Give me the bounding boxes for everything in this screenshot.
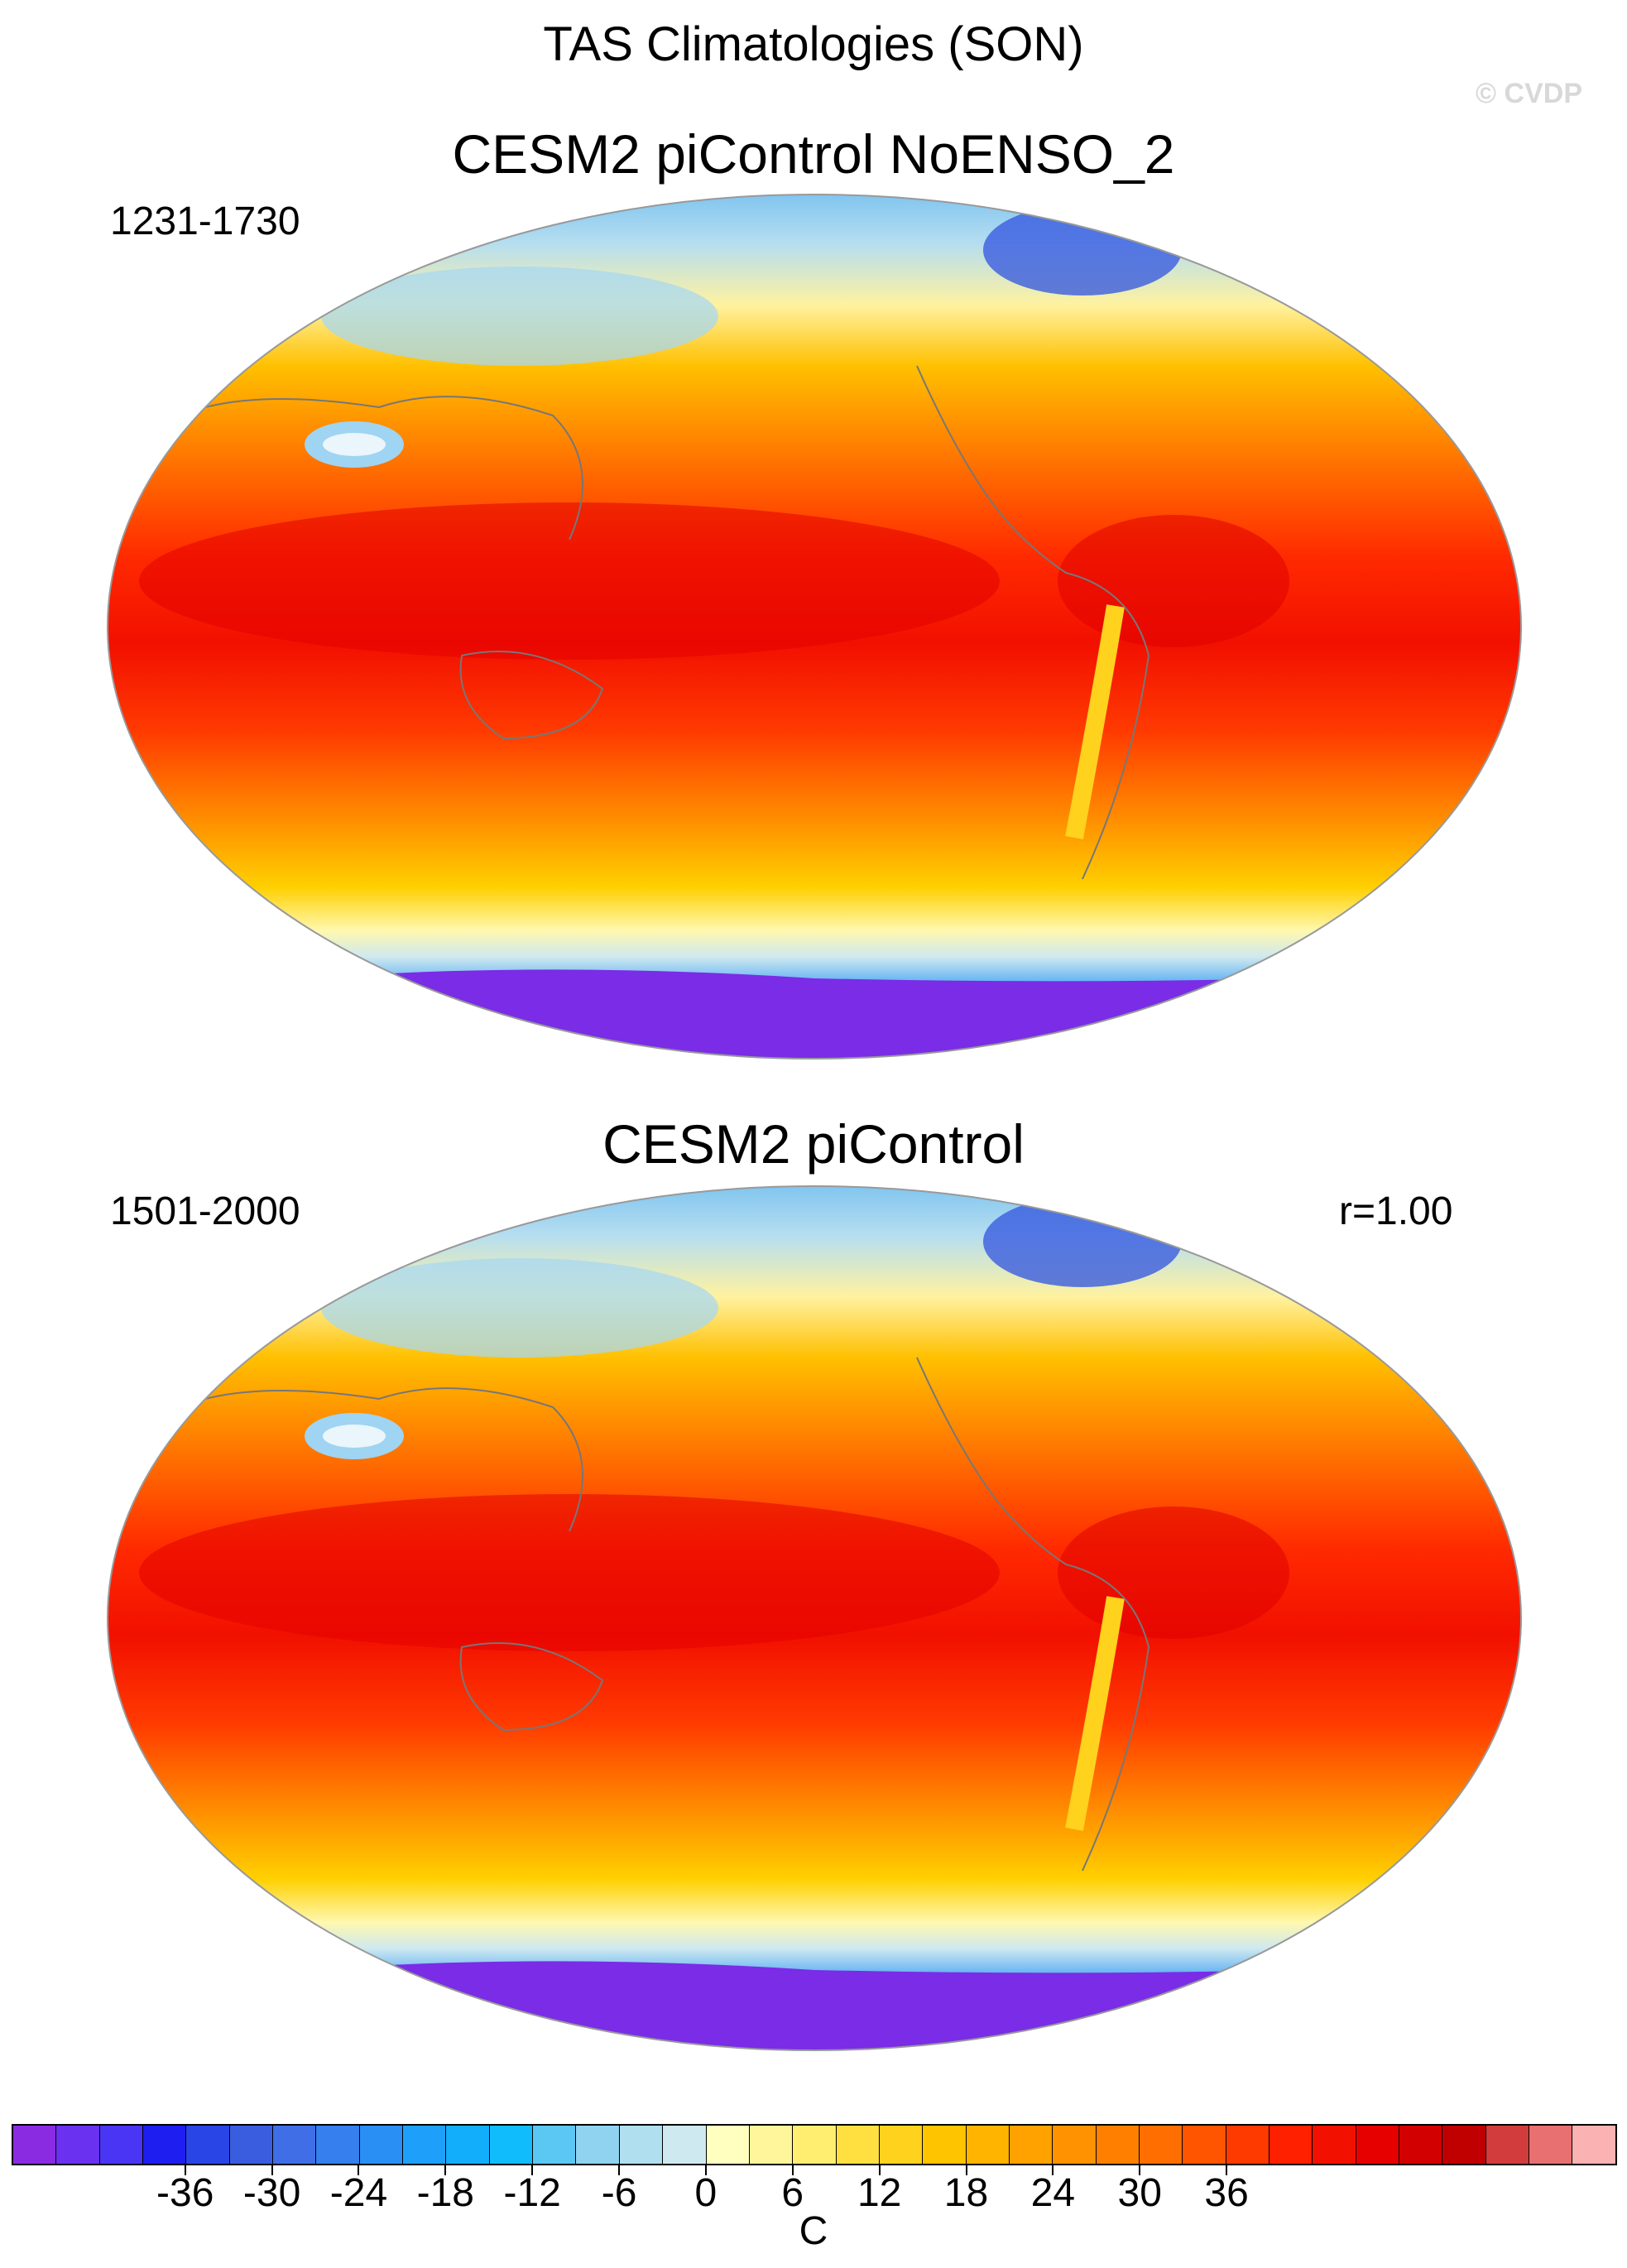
- colorbar-tick-label: 12: [857, 2171, 902, 2215]
- colorbar-swatch: [489, 2126, 534, 2164]
- colorbar-swatch: [1572, 2126, 1615, 2164]
- colorbar-tick: [618, 2165, 621, 2175]
- colorbar-swatch: [966, 2126, 1010, 2164]
- colorbar-swatch: [403, 2126, 447, 2164]
- colorbar-swatch: [1313, 2126, 1356, 2164]
- colorbar-tick-label: 6: [781, 2171, 804, 2215]
- colorbar-swatch: [1356, 2126, 1399, 2164]
- panel-2-period: 1501-2000: [110, 1189, 300, 1233]
- colorbar-swatch: [619, 2126, 664, 2164]
- colorbar-tick-label: 36: [1204, 2171, 1249, 2215]
- colorbar-tick-label: -30: [242, 2171, 301, 2215]
- colorbar-tick: [878, 2165, 881, 2175]
- colorbar-tick-label: 30: [1117, 2171, 1162, 2215]
- colorbar-tick-label: -24: [329, 2171, 388, 2215]
- colorbar-tick-label: -36: [156, 2171, 214, 2215]
- panel-1-title: CESM2 piControl NoENSO_2: [452, 123, 1175, 185]
- colorbar-swatch: [99, 2126, 144, 2164]
- colorbar-tick-label: -6: [601, 2171, 637, 2215]
- colorbar-swatch: [923, 2126, 967, 2164]
- colorbar-swatch: [316, 2126, 360, 2164]
- colorbar-swatch: [533, 2126, 577, 2164]
- panel-1-map: [107, 194, 1522, 1060]
- colorbar-swatch: [1485, 2126, 1530, 2164]
- colorbar-tick: [1052, 2165, 1054, 2175]
- credit-watermark: © CVDP: [1476, 78, 1582, 109]
- panel-2-map: [107, 1185, 1522, 2051]
- colorbar-swatch: [1442, 2126, 1486, 2164]
- figure-title: TAS Climatologies (SON): [543, 17, 1084, 71]
- colorbar: [12, 2124, 1617, 2165]
- colorbar-swatch: [56, 2126, 100, 2164]
- colorbar-tick-label: -12: [503, 2171, 561, 2215]
- colorbar-tick-label: 0: [694, 2171, 718, 2215]
- colorbar-swatch: [836, 2126, 880, 2164]
- colorbar-tick-label: 24: [1030, 2171, 1076, 2215]
- colorbar-swatch: [1399, 2126, 1443, 2164]
- colorbar-tick: [965, 2165, 967, 2175]
- colorbar-swatch: [749, 2126, 794, 2164]
- colorbar-tick: [791, 2165, 794, 2175]
- panel-1-period: 1231-1730: [110, 199, 300, 243]
- panel-2-correlation: r=1.00: [1339, 1189, 1453, 1233]
- colorbar-tick: [1139, 2165, 1141, 2175]
- colorbar-tick: [704, 2165, 707, 2175]
- colorbar-swatch: [273, 2126, 317, 2164]
- colorbar-swatch: [576, 2126, 620, 2164]
- colorbar-swatch: [706, 2126, 750, 2164]
- colorbar-swatch: [359, 2126, 404, 2164]
- colorbar-swatch: [1529, 2126, 1573, 2164]
- colorbar-swatch: [1053, 2126, 1097, 2164]
- colorbar-swatch: [446, 2126, 490, 2164]
- colorbar-swatch: [13, 2126, 57, 2164]
- colorbar-swatch: [1269, 2126, 1313, 2164]
- colorbar-unit-label: C: [799, 2209, 828, 2253]
- colorbar-swatch: [663, 2126, 707, 2164]
- colorbar-swatch: [143, 2126, 187, 2164]
- panel-2-title: CESM2 piControl: [602, 1113, 1025, 1175]
- colorbar-tick: [1226, 2165, 1228, 2175]
- colorbar-tick: [531, 2165, 534, 2175]
- colorbar-swatch: [229, 2126, 274, 2164]
- colorbar-swatch: [879, 2126, 924, 2164]
- colorbar-tick-label: -18: [416, 2171, 474, 2215]
- colorbar-swatch: [1009, 2126, 1053, 2164]
- colorbar-swatch: [1183, 2126, 1226, 2164]
- colorbar-swatch: [793, 2126, 837, 2164]
- colorbar-swatch: [1139, 2126, 1183, 2164]
- colorbar-swatch: [186, 2126, 230, 2164]
- colorbar-tick-label: 18: [943, 2171, 989, 2215]
- colorbar-swatch: [1096, 2126, 1140, 2164]
- colorbar-swatch: [1226, 2126, 1269, 2164]
- colorbar-tick: [184, 2165, 186, 2175]
- colorbar-tick: [444, 2165, 447, 2175]
- colorbar-tick: [358, 2165, 360, 2175]
- colorbar-tick: [271, 2165, 273, 2175]
